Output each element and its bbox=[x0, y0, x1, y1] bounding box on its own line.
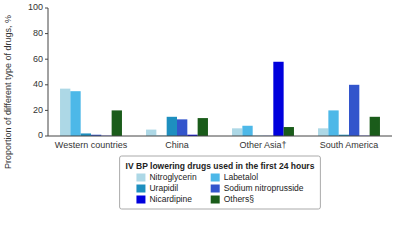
legend-label: Sodium nitroprusside bbox=[224, 183, 304, 193]
legend-label: Nitroglycerin bbox=[149, 172, 197, 182]
bar bbox=[112, 110, 122, 136]
y-tick bbox=[45, 110, 48, 111]
legend-frame bbox=[120, 156, 321, 209]
y-tick bbox=[45, 59, 48, 60]
x-tick-label: Other Asia† bbox=[239, 140, 286, 150]
legend-label: Others§ bbox=[224, 194, 255, 204]
y-axis-label: Proportion of different type of drugs, % bbox=[3, 15, 13, 169]
y-tick bbox=[45, 84, 48, 85]
legend-label: Urapidil bbox=[149, 183, 178, 193]
y-tick bbox=[45, 8, 48, 9]
legend-swatch bbox=[136, 185, 145, 193]
bar bbox=[349, 85, 359, 136]
bar bbox=[284, 127, 294, 136]
y-tick bbox=[45, 33, 48, 34]
bar bbox=[198, 118, 208, 136]
legend-swatch bbox=[136, 196, 145, 204]
legend: IV BP lowering drugs used in the first 2… bbox=[120, 156, 321, 209]
x-tick-label: China bbox=[165, 140, 189, 150]
bar bbox=[177, 119, 187, 136]
legend-swatch bbox=[136, 174, 145, 182]
bar bbox=[232, 128, 242, 136]
bar bbox=[370, 117, 380, 136]
bar bbox=[167, 117, 177, 136]
legend-title: IV BP lowering drugs used in the first 2… bbox=[126, 161, 315, 171]
y-tick-label: 0 bbox=[38, 130, 43, 140]
bar bbox=[242, 126, 252, 136]
y-axis-line bbox=[48, 8, 49, 136]
legend-swatch bbox=[211, 185, 220, 193]
y-tick-label: 60 bbox=[33, 54, 43, 64]
y-tick-label: 20 bbox=[33, 105, 43, 115]
bar bbox=[146, 130, 156, 136]
chart: 0 20 40 60 80 100 Western countries China Other … bbox=[0, 0, 400, 242]
bars bbox=[60, 62, 380, 136]
y-tick bbox=[45, 136, 48, 137]
legend-swatch bbox=[211, 174, 220, 182]
y-tick-label: 80 bbox=[33, 28, 43, 38]
x-tick-label: South America bbox=[320, 140, 379, 150]
y-tick-label: 100 bbox=[28, 2, 43, 12]
legend-label: Nicardipine bbox=[149, 194, 192, 204]
y-tick-label: 40 bbox=[33, 79, 43, 89]
bar bbox=[60, 89, 70, 136]
x-axis-line bbox=[48, 136, 392, 137]
bar bbox=[70, 91, 80, 136]
legend-label: Labetalol bbox=[224, 172, 259, 182]
legend-swatch bbox=[211, 196, 220, 204]
x-tick-label: Western countries bbox=[55, 140, 128, 150]
bar bbox=[273, 62, 283, 136]
bar bbox=[328, 110, 338, 136]
bar bbox=[318, 128, 328, 136]
chart-container: 0 20 40 60 80 100 Western countries China Other … bbox=[0, 0, 400, 242]
